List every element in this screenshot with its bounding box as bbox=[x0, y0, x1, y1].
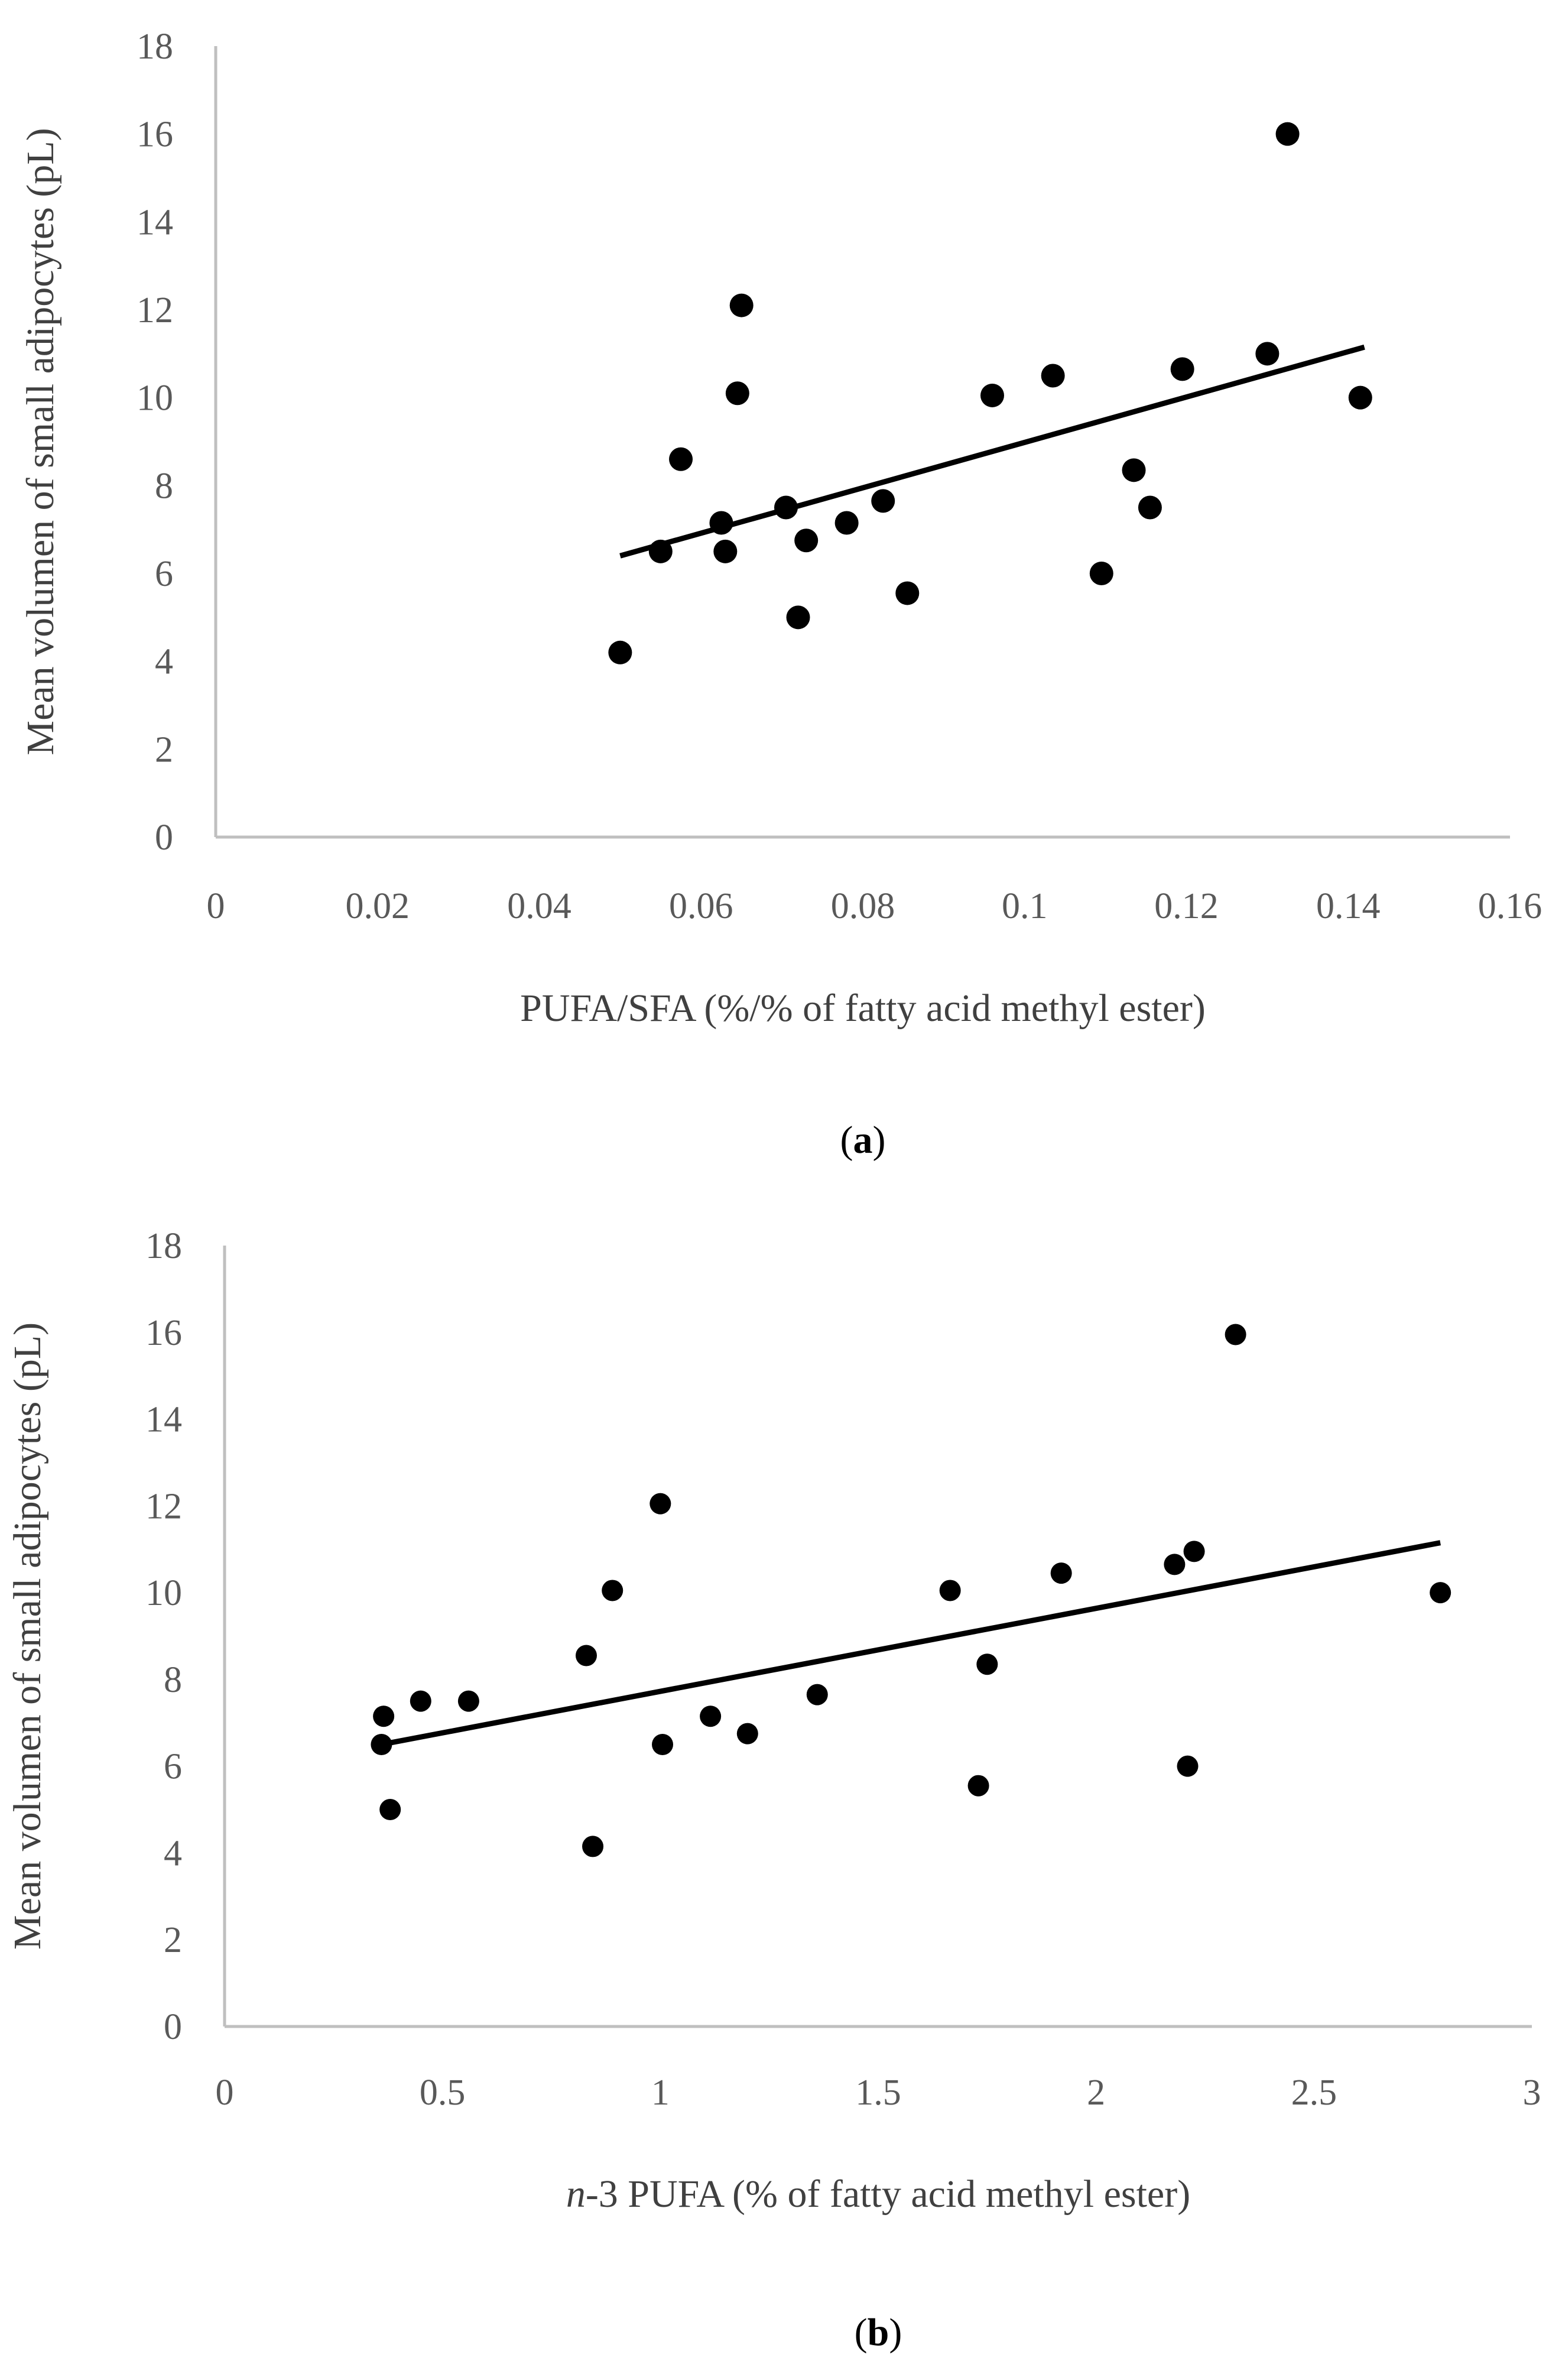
x-tick-label: 0.08 bbox=[831, 886, 895, 926]
x-tick-label: 2.5 bbox=[1291, 2073, 1337, 2113]
y-tick-label: 16 bbox=[145, 1313, 182, 1353]
data-point bbox=[1430, 1582, 1451, 1604]
x-tick-label: 0.1 bbox=[1002, 886, 1048, 926]
y-tick-label: 4 bbox=[164, 1833, 182, 1873]
y-tick-label: 6 bbox=[155, 554, 173, 594]
y-tick-label: 6 bbox=[164, 1747, 182, 1787]
data-point bbox=[1348, 385, 1372, 410]
data-point bbox=[1050, 1562, 1072, 1584]
data-point bbox=[1138, 495, 1162, 520]
panel-letter: a bbox=[853, 1118, 873, 1162]
x-tick-label: 0.04 bbox=[507, 886, 571, 926]
scatter-chart-b: 0 2 4 6 8 10 12 14 16 18 0 0.5 1 1.5 2 2.5 3 Mean volum… bbox=[6, 1226, 1541, 2354]
y-tick-label: 8 bbox=[164, 1660, 182, 1700]
x-axis-title-italic: n bbox=[566, 2173, 586, 2216]
data-point bbox=[379, 1799, 401, 1821]
data-point bbox=[794, 528, 819, 553]
data-point bbox=[976, 1653, 998, 1675]
x-tick-label: 1 bbox=[651, 2073, 670, 2113]
data-points bbox=[371, 1324, 1451, 1857]
y-tick-label: 10 bbox=[145, 1573, 182, 1613]
x-tick-label: 0.16 bbox=[1478, 886, 1542, 926]
y-tick-label: 16 bbox=[137, 115, 173, 155]
y-tick-label: 0 bbox=[164, 2007, 182, 2047]
y-tick-label: 14 bbox=[137, 202, 173, 242]
data-point bbox=[980, 383, 1004, 407]
x-tick-label: 3 bbox=[1523, 2073, 1541, 2113]
y-axis-title: Mean volumen of small adipocytes (pL) bbox=[19, 128, 62, 755]
data-point bbox=[895, 581, 920, 605]
y-tick-label: 12 bbox=[137, 290, 173, 330]
x-tick-label: 1.5 bbox=[855, 2073, 901, 2113]
data-point bbox=[608, 640, 632, 664]
data-point bbox=[871, 489, 895, 513]
data-point bbox=[806, 1684, 828, 1705]
data-point bbox=[1225, 1324, 1246, 1345]
y-tick-label: 18 bbox=[137, 27, 173, 67]
x-tick-label: 0.5 bbox=[420, 2073, 466, 2113]
y-tick-labels: 0 2 4 6 8 10 12 14 16 18 bbox=[137, 27, 173, 858]
x-axis-title-rest: -3 PUFA (% of fatty acid methyl ester) bbox=[586, 2173, 1190, 2216]
data-point bbox=[1275, 122, 1300, 146]
y-tick-label: 14 bbox=[145, 1400, 182, 1440]
data-point bbox=[373, 1705, 395, 1727]
x-tick-label: 0.06 bbox=[669, 886, 733, 926]
x-tick-label: 0 bbox=[216, 2073, 234, 2113]
panel-label-b: (b) bbox=[855, 2311, 902, 2354]
x-tick-label: 2 bbox=[1087, 2073, 1105, 2113]
data-point bbox=[669, 447, 693, 471]
data-point bbox=[725, 381, 749, 406]
y-tick-label: 4 bbox=[155, 642, 173, 682]
data-point bbox=[602, 1580, 623, 1601]
x-tick-label: 0.14 bbox=[1316, 886, 1381, 926]
data-point bbox=[729, 293, 754, 317]
y-tick-label: 8 bbox=[155, 466, 173, 506]
data-point bbox=[650, 1493, 671, 1515]
data-point bbox=[1177, 1755, 1199, 1777]
y-tick-label: 2 bbox=[164, 1920, 182, 1960]
data-point bbox=[736, 1723, 758, 1745]
x-axis-title: PUFA/SFA (%/% of fatty acid methyl ester… bbox=[520, 987, 1206, 1030]
data-point bbox=[834, 511, 859, 535]
x-tick-labels: 0 0.02 0.04 0.06 0.08 0.1 0.12 0.14 0.16 bbox=[207, 886, 1542, 926]
data-point bbox=[1041, 364, 1065, 388]
data-point bbox=[713, 539, 738, 563]
data-point bbox=[939, 1580, 961, 1601]
y-tick-label: 0 bbox=[155, 818, 173, 858]
data-point bbox=[1183, 1541, 1205, 1562]
data-point bbox=[700, 1705, 722, 1727]
x-axis-title: n-3 PUFA (% of fatty acid methyl ester) bbox=[566, 2173, 1190, 2216]
panel-label-a: (a) bbox=[840, 1118, 886, 1162]
data-point bbox=[575, 1645, 597, 1666]
y-tick-label: 10 bbox=[137, 378, 173, 419]
data-point bbox=[652, 1733, 674, 1755]
data-point bbox=[1164, 1554, 1186, 1575]
x-tick-labels: 0 0.5 1 1.5 2 2.5 3 bbox=[216, 2073, 1541, 2113]
x-tick-label: 0 bbox=[207, 886, 225, 926]
data-point bbox=[410, 1690, 431, 1712]
x-tick-label: 0.02 bbox=[346, 886, 410, 926]
data-point bbox=[1089, 562, 1113, 585]
x-tick-label: 0.12 bbox=[1154, 886, 1219, 926]
y-tick-label: 12 bbox=[145, 1486, 182, 1526]
data-point bbox=[457, 1690, 479, 1712]
data-point bbox=[1122, 458, 1146, 482]
scatter-chart-a: 0 2 4 6 8 10 12 14 16 18 0 0.02 0.04 0.06 0.08 0.1 0.12… bbox=[19, 27, 1542, 1162]
trend-line bbox=[381, 1540, 1441, 1747]
data-point bbox=[1255, 342, 1280, 366]
trend-line bbox=[619, 344, 1365, 559]
data-point bbox=[786, 605, 810, 630]
y-tick-label: 18 bbox=[145, 1226, 182, 1266]
data-point bbox=[967, 1775, 989, 1797]
data-point bbox=[582, 1836, 604, 1857]
y-tick-labels: 0 2 4 6 8 10 12 14 16 18 bbox=[145, 1226, 182, 2047]
y-tick-label: 2 bbox=[155, 729, 173, 770]
y-axis-title: Mean volumen of small adipocytes (pL) bbox=[6, 1322, 49, 1950]
data-points bbox=[608, 122, 1372, 664]
data-point bbox=[1170, 357, 1194, 381]
panel-letter: b bbox=[868, 2311, 889, 2354]
